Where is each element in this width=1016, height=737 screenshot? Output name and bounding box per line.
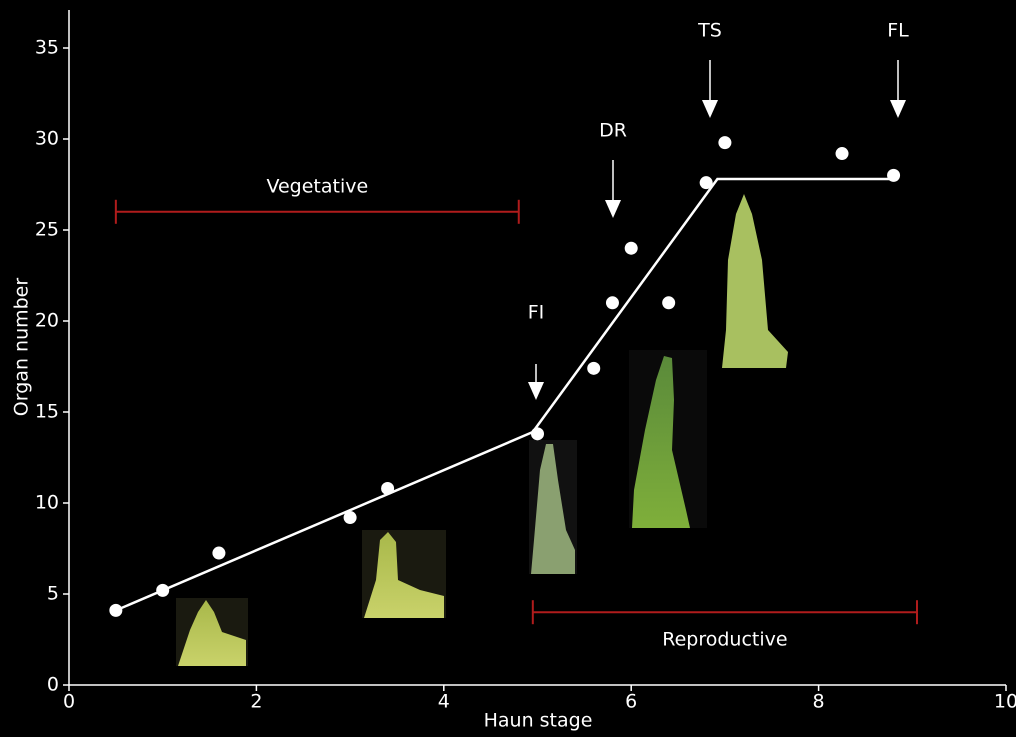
x-tick-label: 2 xyxy=(250,691,262,713)
y-axis-label: Organ number xyxy=(11,278,33,417)
fit-line xyxy=(115,177,894,612)
arrow-head xyxy=(890,100,906,118)
x-tick-label: 10 xyxy=(994,691,1016,713)
y-tick-label: 5 xyxy=(47,583,59,605)
x-axis-label: Haun stage xyxy=(484,710,593,732)
annotation: FI xyxy=(528,302,545,324)
point xyxy=(835,147,849,161)
y-tick-label: 15 xyxy=(35,401,59,423)
point xyxy=(587,361,601,375)
x-tick-label: 8 xyxy=(813,691,825,713)
y-tick-label: 10 xyxy=(35,492,59,514)
point xyxy=(531,427,544,441)
x-tick-label: 0 xyxy=(63,691,75,713)
point xyxy=(109,603,123,617)
annotation: DR xyxy=(599,120,627,142)
arrow-head xyxy=(605,200,621,218)
y-tick-label: 35 xyxy=(35,37,59,59)
point xyxy=(605,296,619,310)
specimen-images xyxy=(176,194,788,666)
y-tick-label: 30 xyxy=(35,128,59,150)
annotation: TS xyxy=(697,20,722,42)
point xyxy=(699,176,713,190)
y-tick-label: 0 xyxy=(47,674,59,696)
point xyxy=(212,546,226,560)
point xyxy=(662,296,676,310)
annotation: FL xyxy=(887,20,909,42)
phase-label: Reproductive xyxy=(662,629,787,651)
point xyxy=(156,583,170,597)
y-tick-label: 20 xyxy=(35,310,59,332)
arrow-head xyxy=(528,382,544,400)
point xyxy=(343,511,357,525)
x-tick-label: 4 xyxy=(438,691,450,713)
point xyxy=(624,241,638,255)
point xyxy=(381,481,395,495)
arrow-head xyxy=(702,100,718,118)
point xyxy=(887,168,901,182)
point xyxy=(718,136,732,150)
y-tick-label: 25 xyxy=(35,219,59,241)
x-tick-label: 6 xyxy=(625,691,637,713)
phase-label: Vegetative xyxy=(266,175,368,197)
